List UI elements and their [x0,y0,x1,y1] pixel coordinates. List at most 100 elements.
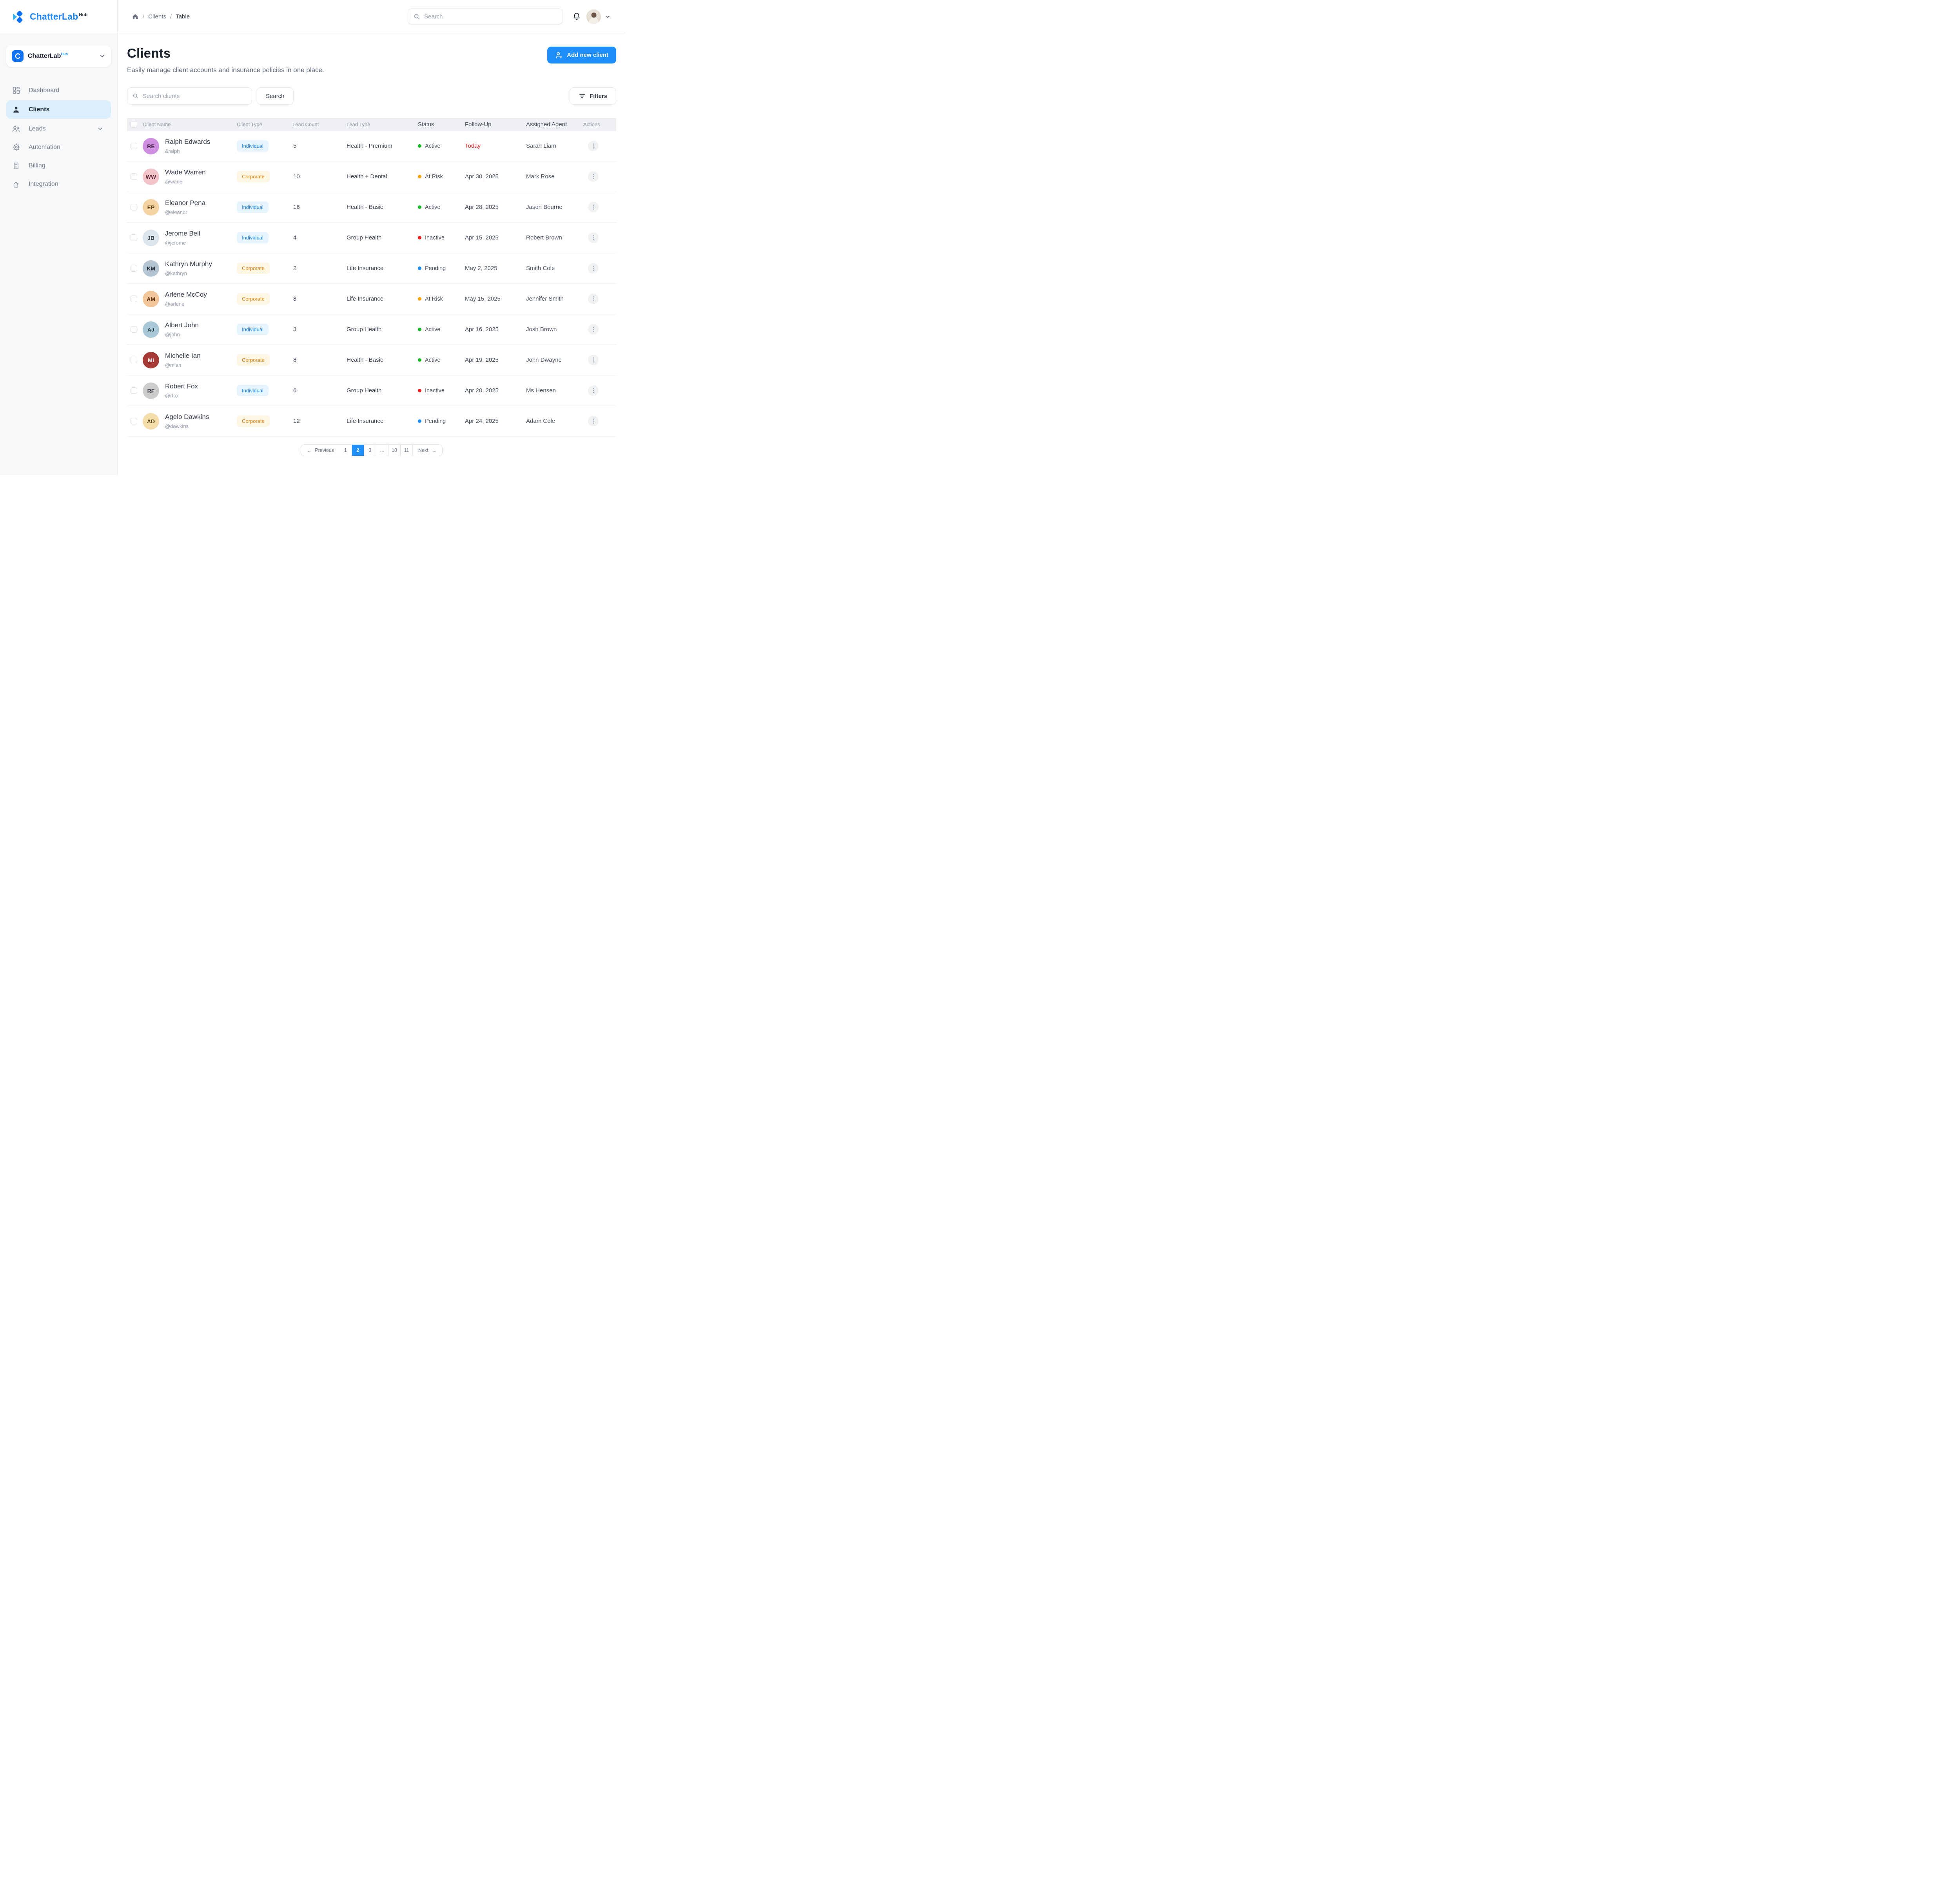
avatar: RF [143,382,159,399]
topbar-main: / Clients / Table [118,0,626,33]
client-search-input[interactable] [143,92,247,100]
row-checkbox[interactable] [131,418,137,424]
client-name: Jerome Bell [165,230,200,237]
table-row: KM Kathryn Murphy @kathryn Corporate 2 L… [127,253,616,284]
breadcrumb-table: Table [176,13,190,20]
lead-count: 12 [293,418,300,424]
add-new-client-button[interactable]: Add new client [547,47,616,63]
gear-icon [12,143,20,151]
sidebar-item-label: Billing [29,162,45,169]
sidebar-item-leads[interactable]: Leads [0,120,117,138]
user-menu-button[interactable] [605,14,611,20]
client-name: Kathryn Murphy [165,260,212,268]
lead-type: Health + Dental [347,173,387,180]
lead-count: 8 [293,296,297,302]
status-label: Pending [425,418,446,424]
user-avatar[interactable] [586,9,601,24]
global-search[interactable] [408,9,563,24]
lead-count: 5 [293,143,297,149]
sidebar-item-clients[interactable]: Clients [6,100,111,119]
lead-type: Life Insurance [347,265,384,272]
row-actions-button[interactable] [588,416,599,426]
next-page-button[interactable]: Next → [412,445,442,456]
row-actions-button[interactable] [588,385,599,396]
previous-page-button[interactable]: ← Previous [301,445,339,456]
avatar: MI [143,352,159,368]
row-checkbox[interactable] [131,265,137,272]
topbar-brand-area: ChatterLab Hub [0,0,118,33]
filter-icon [579,92,586,100]
row-checkbox[interactable] [131,143,137,149]
assigned-agent: Mark Rose [526,173,555,180]
row-checkbox[interactable] [131,387,137,394]
breadcrumb-clients[interactable]: Clients [148,13,167,20]
column-header: Status [418,121,434,128]
page-button[interactable]: ... [376,445,388,456]
user-plus-icon [555,51,563,59]
row-actions-button[interactable] [588,171,599,182]
sidebar-item-billing[interactable]: Billing [0,156,117,175]
follow-up-date: Today [465,143,481,149]
row-checkbox[interactable] [131,173,137,180]
column-header: Client Name [143,121,171,127]
status: Inactive [409,235,456,241]
global-search-input[interactable] [424,13,557,20]
row-actions-button[interactable] [588,324,599,335]
table-row: AM Arlene McCoy @arlene Corporate 8 Life… [127,284,616,314]
row-checkbox[interactable] [131,326,137,333]
client-type-badge: Corporate [237,354,270,366]
client-handle: @kathryn [165,270,187,276]
arrow-right-icon: → [431,447,437,453]
table-header: Client Name Client Type Lead Count Lead … [127,118,616,131]
column-header: Lead Count [292,121,319,127]
chevron-down-icon [605,14,611,20]
home-icon[interactable] [132,13,139,20]
status: Inactive [409,388,456,394]
assigned-agent: Josh Brown [526,326,557,333]
follow-up-date: May 2, 2025 [465,265,497,272]
client-handle: &ralph [165,148,180,154]
page-button[interactable]: 1 [339,445,352,456]
page-button[interactable]: 11 [400,445,412,456]
notifications-button[interactable] [572,12,581,21]
avatar: RE [143,138,159,154]
assigned-agent: Robert Brown [526,234,562,241]
client-name: Robert Fox [165,383,198,390]
sidebar-item-dashboard[interactable]: Dashboard [0,81,117,100]
client-handle: @mian [165,362,181,368]
row-actions-button[interactable] [588,355,599,365]
follow-up-date: Apr 15, 2025 [465,234,499,241]
status-dot [418,389,421,392]
column-header: Assigned Agent [526,121,567,128]
row-checkbox[interactable] [131,296,137,302]
row-actions-button[interactable] [588,202,599,212]
sidebar-nav: Dashboard Clients Leads [0,81,117,193]
row-actions-button[interactable] [588,294,599,304]
page-button[interactable]: 3 [363,445,376,456]
client-handle: @jerome [165,240,186,246]
select-all-checkbox[interactable] [131,121,137,128]
row-checkbox[interactable] [131,204,137,210]
page-button[interactable]: 10 [388,445,400,456]
row-checkbox[interactable] [131,234,137,241]
status-label: Inactive [425,234,445,241]
pagination: ← Previous 1 2 3 ... 10 11 Next → [127,444,616,456]
sidebar-item-automation[interactable]: Automation [0,138,117,156]
lead-type: Group Health [347,326,382,333]
filters-button[interactable]: Filters [569,87,616,105]
sidebar-item-integration[interactable]: Integration [0,175,117,193]
status-label: At Risk [425,296,443,302]
lead-type: Group Health [347,387,382,394]
row-actions-button[interactable] [588,263,599,274]
status: At Risk [409,296,456,302]
row-actions-button[interactable] [588,232,599,243]
workspace-switcher[interactable]: ChatterLabHub [6,45,111,67]
breadcrumb-separator: / [143,13,145,20]
client-search[interactable] [127,87,252,105]
page-button[interactable]: 2 [351,445,364,456]
row-checkbox[interactable] [131,357,137,363]
client-name: Albert John [165,321,199,329]
row-actions-button[interactable] [588,141,599,151]
table-row: AJ Albert John @john Individual 3 Group … [127,314,616,345]
search-button[interactable]: Search [257,87,294,105]
